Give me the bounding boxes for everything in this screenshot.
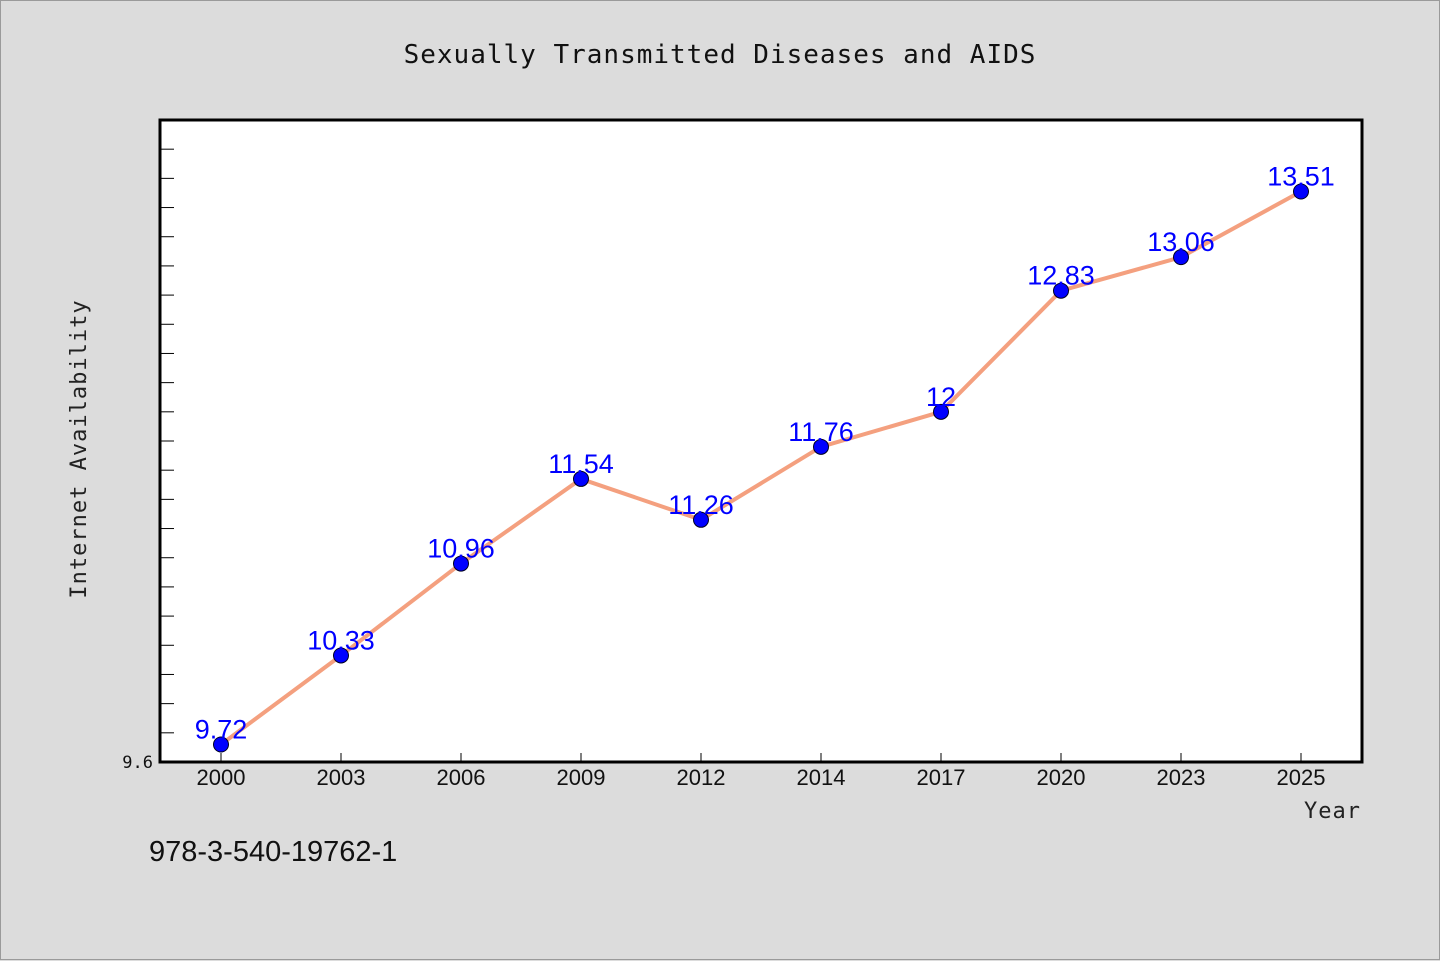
data-label: 11.76 (788, 417, 854, 447)
data-point (573, 470, 589, 487)
data-series: 9.72 10.33 10.96 11.54 11.26 11.76 12 12.83 13.0… (195, 161, 1335, 753)
data-point (813, 438, 829, 455)
x-tick-label: 2006 (437, 765, 486, 790)
y-axis-label: Internet Availability (67, 299, 92, 598)
series-line (219, 189, 1302, 747)
data-point (213, 736, 229, 753)
data-label: 12 (926, 382, 956, 412)
x-tick-label: 2020 (1037, 765, 1086, 790)
data-label: 13.06 (1147, 227, 1215, 257)
data-point (1053, 282, 1069, 299)
footer-isbn: 978-3-540-19762-1 (149, 836, 398, 868)
data-label: 11.54 (548, 449, 614, 479)
data-label: 11.26 (668, 490, 734, 520)
x-tick-label: 2014 (797, 765, 846, 790)
data-label: 10.96 (427, 534, 495, 564)
data-label: 10.33 (307, 625, 375, 655)
x-tick-label: 2003 (317, 765, 366, 790)
data-point (693, 511, 709, 528)
data-point (1293, 183, 1309, 200)
chart-title: Sexually Transmitted Diseases and AIDS (404, 40, 1037, 70)
plot-area (158, 118, 1364, 764)
data-label: 12.83 (1027, 261, 1095, 291)
x-tick-label: 2009 (557, 765, 606, 790)
data-label: 13.51 (1267, 161, 1335, 191)
y-tick-label: 9.6 (122, 753, 153, 773)
x-axis-ticks: 2000 2003 2006 2009 2012 2014 2017 2020 2023 2025 (197, 753, 1326, 790)
x-tick-label: 2025 (1277, 765, 1326, 790)
x-tick-label: 2000 (197, 765, 246, 790)
data-point (453, 555, 469, 572)
data-label: 9.72 (195, 714, 248, 744)
data-point (933, 403, 949, 420)
x-tick-label: 2012 (677, 765, 726, 790)
x-tick-label: 2017 (917, 765, 966, 790)
x-tick-label: 2023 (1157, 765, 1206, 790)
y-axis-ticks (160, 119, 174, 763)
x-axis-label: Year (1304, 799, 1361, 824)
data-point (333, 647, 349, 664)
data-point (1173, 249, 1189, 266)
